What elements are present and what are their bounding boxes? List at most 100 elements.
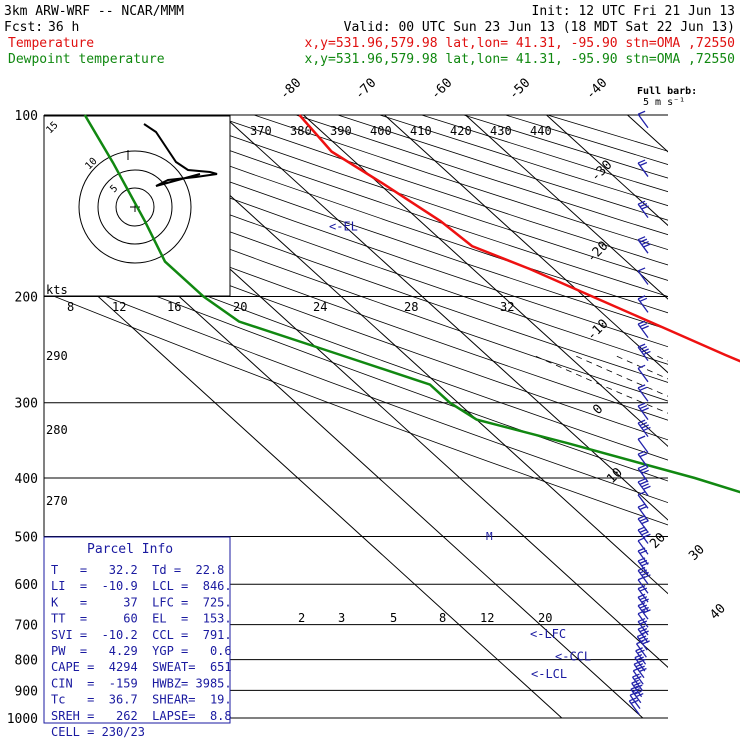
isotherm-label: 30 bbox=[686, 542, 708, 564]
parcel-info-row: SVI = -10.2 CCL = 791. bbox=[51, 628, 232, 642]
dry-adiabat bbox=[295, 115, 668, 718]
moist-adiabat bbox=[736, 355, 740, 718]
wind-barb bbox=[635, 640, 647, 658]
wind-barb bbox=[637, 110, 649, 129]
valid-time: Valid: 00 UTC Sun 23 Jun 13 (18 MDT Sat … bbox=[344, 20, 735, 35]
barb-legend-title: Full barb: bbox=[637, 86, 697, 97]
parcel-info-row: CAPE = 4294 SWEAT= 651 bbox=[51, 660, 232, 674]
pressure-label: 200 bbox=[15, 291, 38, 306]
mixing-ratio-label: 20 bbox=[538, 611, 552, 625]
hodograph-ring-mid bbox=[97, 169, 173, 245]
wind-barb bbox=[637, 435, 649, 454]
forecast-label: Fcst: bbox=[4, 20, 43, 35]
parcel-info-row: PW = 4.29 YGP = 0.6 bbox=[51, 644, 232, 658]
dewpoint-profile bbox=[83, 114, 740, 494]
dry-adiabat bbox=[44, 115, 668, 718]
parcel-info-box bbox=[43, 536, 231, 724]
dry-adiabat bbox=[170, 115, 668, 718]
wind-barb bbox=[637, 343, 651, 362]
speed-label: 16 bbox=[167, 300, 181, 314]
theta-label: 430 bbox=[490, 124, 512, 138]
theta-label: 380 bbox=[290, 124, 312, 138]
theta-labels: 370 380 390 400 410 420 430 440 290 280 270 bbox=[46, 124, 552, 508]
level-markers: <-EL <-LFC <-CCL <-LCL M bbox=[329, 219, 591, 681]
dry-adiabat bbox=[44, 115, 668, 718]
isotherm-line bbox=[384, 115, 668, 718]
pressure-label: 400 bbox=[15, 472, 38, 487]
pressure-label: 300 bbox=[15, 397, 38, 412]
parcel-info-row: CIN = -159 HWBZ= 3985. bbox=[51, 676, 232, 690]
dewpoint-line-name: Dewpoint temperature bbox=[8, 52, 165, 67]
wind-maximum-marker: M bbox=[486, 530, 493, 543]
moist-adiabat bbox=[695, 355, 740, 718]
wind-barb bbox=[637, 402, 649, 420]
header: 3km ARW-WRF -- NCAR/MMM Init: 12 UTC Fri… bbox=[4, 4, 735, 67]
mixing-ratio-label: 12 bbox=[480, 611, 494, 625]
dry-adiabat bbox=[44, 115, 668, 718]
parcel-info-row: K = 37 LFC = 725. bbox=[51, 595, 232, 609]
isotherm-label: -40 bbox=[583, 76, 610, 103]
isotherm-label: 10 bbox=[604, 465, 626, 487]
parcel-info-row: Tc = 36.7 SHEAR= 19. bbox=[51, 693, 232, 707]
isotherm-label: -30 bbox=[588, 158, 615, 185]
dry-adiabat bbox=[44, 115, 668, 718]
pressure-label: 100 bbox=[15, 109, 38, 124]
isotherm-label: 0 bbox=[590, 402, 606, 418]
isotherm-line bbox=[222, 115, 668, 718]
wind-barb bbox=[637, 159, 649, 177]
isotherm-label: -60 bbox=[428, 76, 455, 103]
parcel-info-panel: Parcel Info T = 32.2 Td = 22.8 LI = -10.9… bbox=[43, 536, 232, 739]
mixing-ratio-label: 5 bbox=[390, 611, 397, 625]
speed-label: 32 bbox=[500, 300, 514, 314]
wind-barb bbox=[637, 617, 649, 636]
mixing-ratio-labels: 2 3 5 8 12 20 bbox=[298, 611, 552, 625]
speed-label: 8 bbox=[67, 300, 74, 314]
pressure-label: 500 bbox=[15, 530, 38, 545]
kts-label: kts bbox=[46, 283, 68, 297]
isotherm-line bbox=[465, 115, 668, 718]
wind-barbs bbox=[628, 110, 651, 715]
wind-barb bbox=[637, 320, 649, 339]
level-marker-lcl: <-LCL bbox=[531, 667, 567, 681]
parcel-info-row: T = 32.2 Td = 22.8 bbox=[51, 563, 224, 577]
wind-barb bbox=[637, 200, 649, 219]
pressure-labels: 100 200 300 400 500 600 700 800 900 1000 bbox=[7, 109, 38, 727]
theta-side-label: 270 bbox=[46, 494, 68, 508]
isotherm-line bbox=[546, 115, 668, 718]
dry-adiabat bbox=[211, 115, 668, 718]
theta-label: 440 bbox=[530, 124, 552, 138]
wind-barb bbox=[637, 450, 649, 469]
pressure-label: 700 bbox=[15, 619, 38, 634]
level-marker-ccl: <-CCL bbox=[555, 650, 591, 664]
temperature-line-info: x,y=531.96,579.98 lat,lon= 41.31, -95.90… bbox=[305, 36, 735, 51]
level-marker-el: <-EL bbox=[329, 219, 358, 233]
wind-barb bbox=[637, 478, 651, 496]
wind-barb bbox=[637, 610, 649, 628]
parcel-info-row: SREH = 262 LAPSE= 8.8 bbox=[51, 709, 232, 723]
wind-barb bbox=[637, 526, 651, 544]
isotherm-line bbox=[627, 115, 668, 718]
mixing-ratio-label: 8 bbox=[439, 611, 446, 625]
model-title: 3km ARW-WRF -- NCAR/MMM bbox=[4, 4, 184, 19]
pressure-label: 1000 bbox=[7, 712, 38, 727]
theta-side-label: 290 bbox=[46, 349, 68, 363]
isotherm-line bbox=[303, 115, 668, 718]
level-marker-lfc: <-LFC bbox=[530, 627, 566, 641]
wind-barb bbox=[637, 547, 649, 565]
hodograph-ring-outer bbox=[78, 150, 192, 264]
parcel-info-row: TT = 60 EL = 153. bbox=[51, 612, 232, 626]
dry-adiabat bbox=[44, 115, 668, 718]
wind-barb bbox=[637, 602, 651, 620]
wind-barb bbox=[635, 647, 647, 665]
speed-label: 12 bbox=[112, 300, 126, 314]
isotherm-line bbox=[709, 115, 740, 718]
isotherm-label: -50 bbox=[506, 76, 533, 103]
wind-barb bbox=[637, 537, 649, 555]
wind-barb bbox=[637, 464, 649, 483]
wind-barb bbox=[637, 236, 651, 254]
isotherm-label: 40 bbox=[707, 601, 729, 623]
barb-legend-value: 5 m s⁻¹ bbox=[643, 97, 685, 108]
isotherm-label: -70 bbox=[352, 76, 379, 103]
wind-barb bbox=[630, 685, 644, 704]
